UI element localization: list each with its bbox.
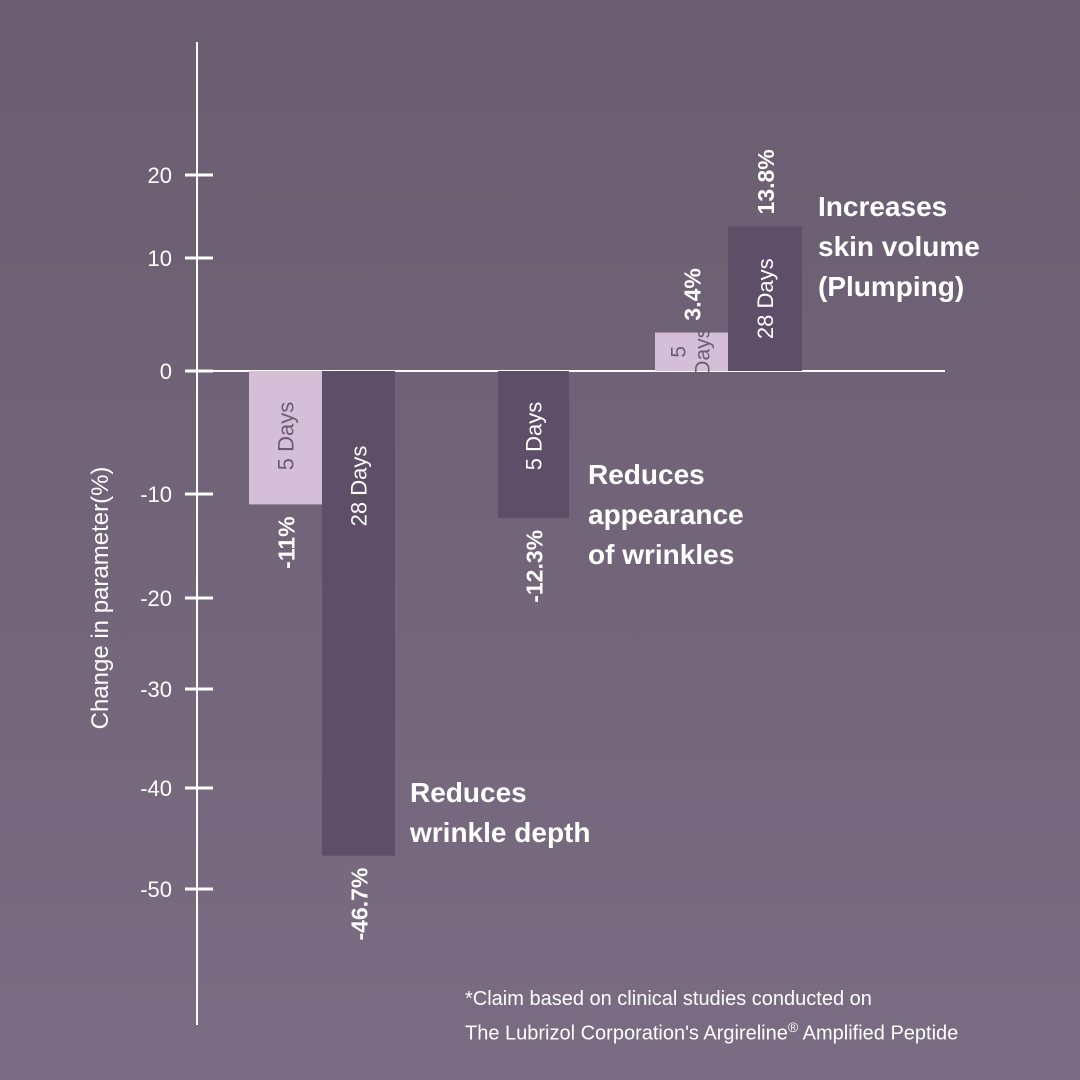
bar-value-label: -11% — [274, 516, 300, 568]
bar — [249, 371, 322, 505]
y-tick-label: 20 — [148, 163, 172, 188]
bar — [655, 332, 728, 371]
footnote-line-2: The Lubrizol Corporation's Argireline® A… — [465, 1013, 1065, 1048]
bar-label: 28 Days — [347, 446, 372, 527]
annotation-line: Increases — [818, 191, 947, 222]
y-tick-label: -50 — [140, 877, 172, 902]
y-tick-label: -40 — [140, 776, 172, 801]
annotation-line: Reduces — [410, 777, 527, 808]
bar-label-line-2: Days — [692, 328, 715, 376]
footnote-product: Amplified Peptide — [802, 1022, 959, 1045]
annotation-line: of wrinkles — [588, 539, 734, 570]
footnote-brand: The Lubrizol Corporation's Argireline — [465, 1022, 788, 1045]
y-tick-label: -20 — [140, 586, 172, 611]
bar-label: 5 Days — [274, 402, 299, 470]
footnote: *Claim based on clinical studies conduct… — [465, 985, 1065, 1048]
bar-label-line-1: 5 — [668, 346, 691, 358]
bar-label: 5 Days — [522, 402, 547, 470]
bar-value-label: -12.3% — [522, 530, 548, 603]
annotation-line: (Plumping) — [818, 271, 964, 302]
annotation-line: Reduces — [588, 459, 705, 490]
bar — [322, 371, 395, 856]
bar-value-label: 13.8% — [753, 149, 779, 214]
bar-value-label: 3.4% — [680, 268, 706, 320]
registered-mark: ® — [787, 1019, 799, 1035]
annotation-line: appearance — [588, 499, 744, 530]
bar — [728, 226, 802, 371]
y-tick-label: 10 — [148, 246, 172, 271]
bar-value-label: -46.7% — [347, 868, 373, 941]
y-tick-label: 0 — [160, 359, 172, 384]
y-axis-title: Change in parameter(%) — [87, 467, 114, 730]
y-tick-label: -10 — [140, 482, 172, 507]
footnote-line-1: *Claim based on clinical studies conduct… — [465, 988, 872, 1010]
annotation-line: skin volume — [818, 231, 980, 262]
y-tick-label: -30 — [140, 677, 172, 702]
bar-label: 28 Days — [753, 258, 778, 339]
bar — [498, 371, 569, 518]
annotation-line: wrinkle depth — [409, 817, 590, 848]
